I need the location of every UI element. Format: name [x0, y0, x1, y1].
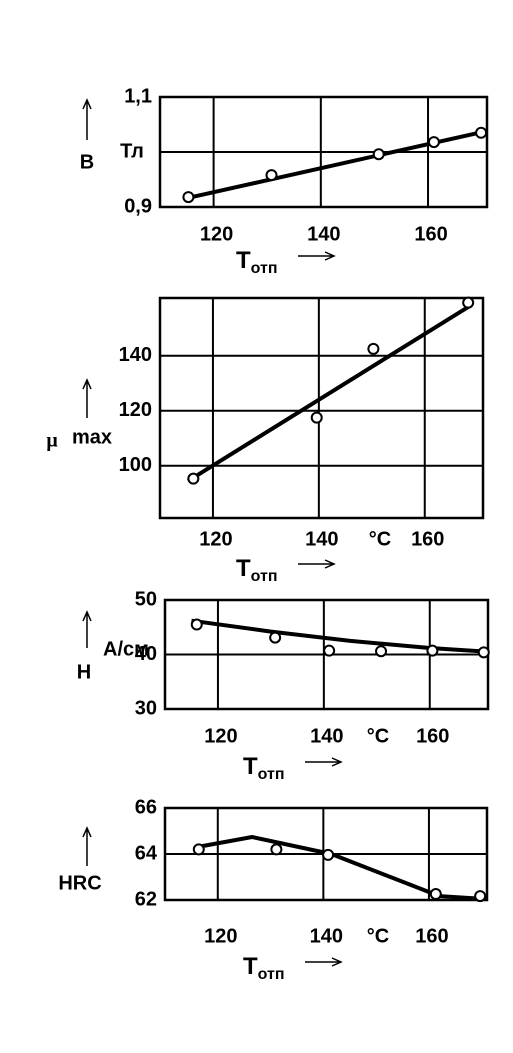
axis-arrow — [305, 957, 343, 967]
y-axis-unit: А/см — [103, 638, 149, 660]
y-tick-label: 64 — [135, 842, 158, 864]
data-point — [475, 126, 488, 139]
x-axis-label: Tотп — [236, 247, 278, 277]
x-tick-label: 140 — [310, 725, 343, 747]
x-axis-unit: °C — [367, 925, 389, 947]
x-tick-label: 140 — [310, 925, 343, 947]
x-axis-label: Tотп — [243, 953, 285, 983]
x-tick-label: 120 — [199, 528, 232, 550]
data-point — [429, 888, 442, 901]
data-point — [269, 631, 282, 644]
y-axis-label: B — [80, 151, 94, 173]
data-point — [427, 136, 440, 149]
x-tick-label: 160 — [416, 725, 449, 747]
data-point — [187, 472, 200, 485]
data-point — [270, 843, 283, 856]
x-axis-label-main: T — [243, 753, 258, 780]
data-point — [367, 342, 380, 355]
x-tick-label: 140 — [305, 528, 338, 550]
data-point — [265, 169, 278, 182]
x-tick-label: 120 — [204, 725, 237, 747]
y-tick-label: 50 — [135, 588, 157, 610]
data-point — [192, 843, 205, 856]
x-tick-label: 120 — [200, 223, 233, 245]
axis-arrow — [298, 251, 336, 261]
y-tick-label: 62 — [135, 888, 157, 910]
axis-arrow — [82, 610, 92, 648]
y-axis-label: μ — [46, 430, 58, 452]
data-point — [426, 644, 439, 657]
x-axis-label-main: T — [236, 555, 251, 582]
data-point — [462, 296, 475, 309]
data-point — [477, 646, 490, 659]
x-axis-label: Tотп — [243, 753, 285, 783]
x-axis-unit: °C — [369, 528, 391, 550]
y-tick-label: 100 — [119, 454, 152, 476]
y-tick-label: 140 — [119, 344, 152, 366]
x-axis-label-sub: отп — [251, 568, 278, 585]
x-tick-label: 120 — [204, 925, 237, 947]
y-tick-label: 1,1 — [124, 85, 152, 107]
axis-arrow — [82, 98, 92, 140]
data-point — [474, 890, 487, 903]
x-axis-label-main: T — [243, 953, 258, 980]
x-tick-label: 160 — [414, 223, 447, 245]
fit-curve — [191, 618, 489, 654]
y-axis-unit: Тл — [120, 140, 144, 162]
y-tick-label: 120 — [119, 399, 152, 421]
data-point — [372, 148, 385, 161]
axis-arrow — [82, 378, 92, 418]
fit-curve — [187, 304, 472, 483]
axis-arrow — [298, 559, 336, 569]
data-point — [323, 644, 336, 657]
x-tick-label: 160 — [411, 528, 444, 550]
y-axis-label: H — [77, 661, 91, 683]
y-tick-label: 40 — [135, 643, 157, 665]
data-point — [182, 191, 195, 204]
data-point — [375, 645, 388, 658]
x-axis-label: Tотп — [236, 555, 278, 585]
fit-curve — [196, 835, 488, 902]
plot-frame — [158, 296, 485, 520]
data-point — [190, 618, 203, 631]
y-axis-label: HRC — [58, 872, 101, 894]
x-axis-label-sub: отп — [258, 966, 285, 983]
x-axis-label-main: T — [236, 247, 251, 274]
y-axis-label-sub: max — [72, 426, 112, 448]
axis-arrow — [82, 826, 92, 866]
data-point — [310, 411, 323, 424]
axis-arrow — [305, 757, 343, 767]
y-tick-label: 30 — [135, 697, 157, 719]
x-axis-unit: °C — [367, 725, 389, 747]
y-tick-label: 0,9 — [124, 195, 152, 217]
data-point — [322, 848, 335, 861]
y-tick-label: 66 — [135, 796, 157, 818]
x-axis-label-sub: отп — [251, 260, 278, 277]
x-tick-label: 140 — [307, 223, 340, 245]
x-axis-label-sub: отп — [258, 766, 285, 783]
x-tick-label: 160 — [415, 925, 448, 947]
